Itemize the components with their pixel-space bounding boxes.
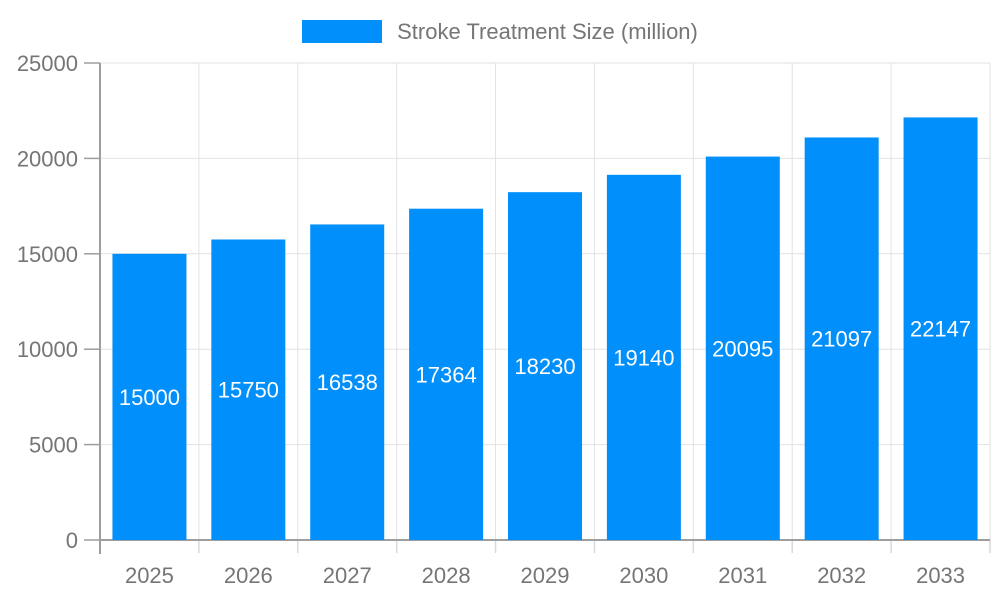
bar-value-label-2032: 21097	[811, 327, 872, 352]
x-axis-label-2029: 2029	[521, 563, 570, 588]
x-axis-label-2025: 2025	[125, 563, 174, 588]
bar-value-label-2030: 19140	[613, 345, 674, 370]
y-axis-label-10000: 10000	[17, 337, 78, 362]
bar-value-label-2028: 17364	[416, 362, 477, 387]
bar-value-label-2025: 15000	[119, 385, 180, 410]
bar-2032[interactable]	[804, 137, 879, 540]
legend-swatch-icon	[302, 20, 383, 43]
bar-value-label-2033: 22147	[910, 317, 971, 342]
bar-2029[interactable]	[508, 192, 582, 540]
bar-2031[interactable]	[705, 156, 780, 540]
y-axis-label-5000: 5000	[29, 433, 78, 458]
x-axis-label-2033: 2033	[916, 563, 965, 588]
bar-value-label-2029: 18230	[514, 354, 575, 379]
bar-2027[interactable]	[310, 224, 385, 540]
y-axis-label-15000: 15000	[17, 242, 78, 267]
chart-legend: Stroke Treatment Size (million)	[0, 20, 1000, 43]
legend-item-stroke-treatment-size[interactable]: Stroke Treatment Size (million)	[302, 20, 698, 43]
legend-label: Stroke Treatment Size (million)	[397, 18, 698, 44]
bar-value-label-2026: 15750	[218, 378, 279, 403]
bar-2028[interactable]	[409, 208, 484, 540]
bar-value-label-2031: 20095	[712, 336, 773, 361]
bar-2025[interactable]	[112, 253, 187, 541]
bar-2026[interactable]	[211, 239, 286, 541]
bar-value-label-2027: 16538	[317, 370, 378, 395]
x-axis-label-2030: 2030	[619, 563, 668, 588]
x-axis-label-2032: 2032	[817, 563, 866, 588]
x-axis-label-2028: 2028	[422, 563, 471, 588]
x-axis-label-2027: 2027	[323, 563, 372, 588]
y-axis-label-20000: 20000	[17, 146, 78, 171]
y-axis-label-25000: 25000	[17, 51, 78, 76]
x-axis-label-2031: 2031	[718, 563, 767, 588]
x-axis-label-2026: 2026	[224, 563, 273, 588]
bar-2033[interactable]	[903, 117, 978, 540]
y-axis-label-0: 0	[66, 528, 78, 553]
bar-2030[interactable]	[606, 174, 681, 540]
